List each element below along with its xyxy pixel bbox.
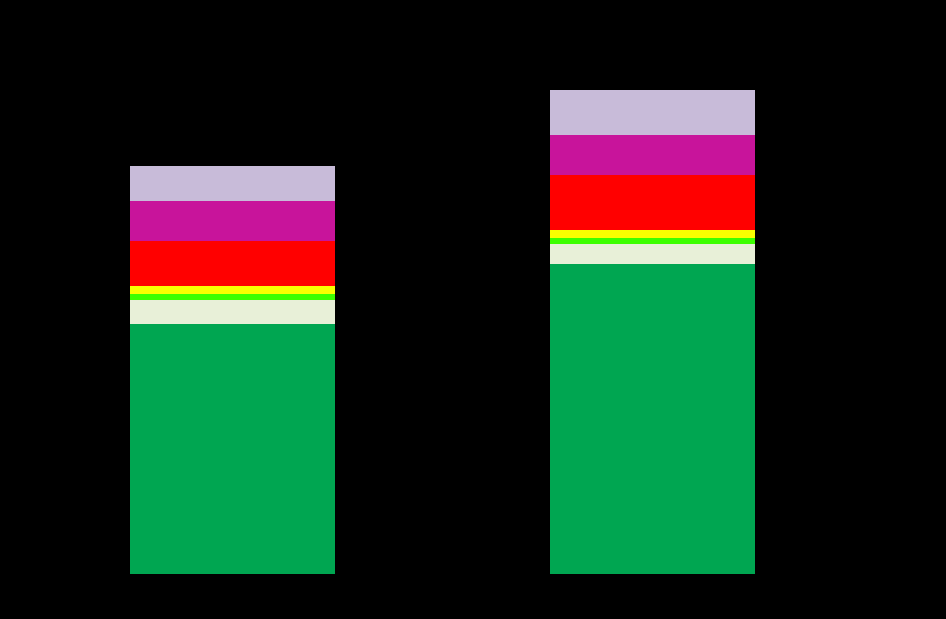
segment-red: [550, 175, 755, 230]
segment-lime: [130, 294, 335, 300]
segment-yellow: [550, 230, 755, 238]
segment-yellow: [130, 286, 335, 294]
bar-1: [130, 166, 335, 574]
segment-pale: [550, 244, 755, 264]
segment-green: [550, 264, 755, 574]
segment-lavender: [130, 166, 335, 201]
segment-lime: [550, 238, 755, 244]
bar-2: [550, 90, 755, 574]
segment-magenta: [550, 135, 755, 175]
segment-red: [130, 241, 335, 286]
stacked-bar-chart: [0, 0, 946, 619]
segment-green: [130, 324, 335, 574]
segment-pale: [130, 300, 335, 324]
segment-lavender: [550, 90, 755, 135]
segment-magenta: [130, 201, 335, 241]
